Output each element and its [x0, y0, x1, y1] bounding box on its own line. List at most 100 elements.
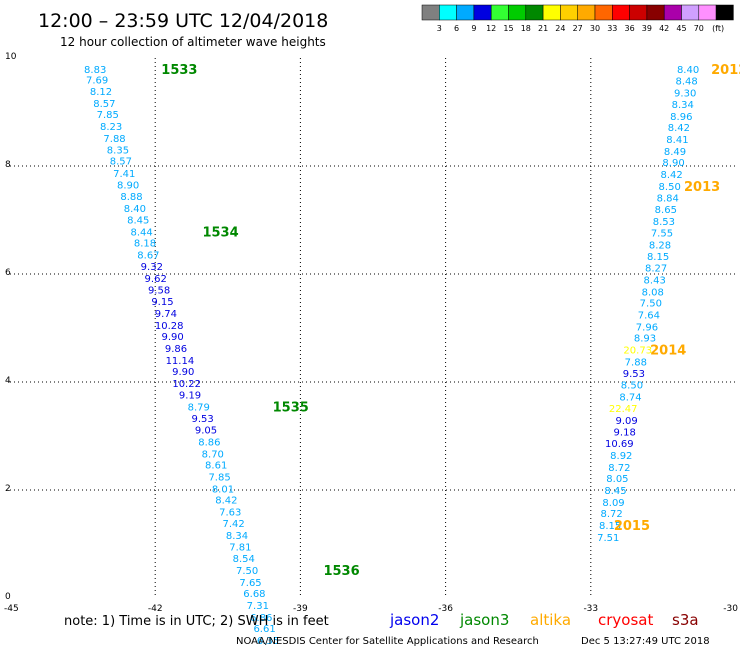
swh-value: 9.30: [674, 89, 696, 100]
x-tick-label: -45: [4, 604, 19, 614]
swh-value: 7.50: [640, 299, 662, 310]
color-scale-label: 6: [454, 24, 459, 33]
color-swatch: [525, 4, 544, 21]
color-swatch: [663, 4, 682, 21]
swh-value: 8.72: [608, 463, 630, 474]
swh-value: 7.63: [219, 508, 241, 519]
color-scale-label: 30: [590, 24, 600, 33]
swh-value: 10.69: [605, 439, 634, 450]
swh-value: 9.90: [161, 332, 183, 343]
color-swatch: [698, 4, 717, 21]
satellite-legend-item: jason2: [389, 611, 439, 629]
swh-value: 8.34: [672, 100, 694, 111]
color-swatch: [629, 4, 648, 21]
swh-value: 8.50: [659, 182, 681, 193]
color-swatch: [508, 4, 527, 21]
swh-value: 8.49: [664, 147, 686, 158]
color-swatch: [473, 4, 492, 21]
color-swatch: [594, 4, 613, 21]
swh-value: 8.15: [647, 252, 669, 263]
x-tick-label: -30: [723, 604, 738, 614]
satellite-legend-item: s3a: [672, 611, 699, 629]
pass-label: 2013: [684, 180, 720, 195]
swh-value: 22.47: [609, 404, 638, 415]
swh-value: 8.74: [619, 393, 641, 404]
swh-value: 7.85: [97, 110, 119, 121]
swh-value: 7.50: [236, 566, 258, 577]
color-scale-label: 33: [607, 24, 617, 33]
color-scale-label: 15: [503, 24, 513, 33]
color-swatch: [681, 4, 700, 21]
swh-value: 7.88: [103, 134, 125, 145]
satellite-legend-item: cryosat: [598, 611, 653, 629]
color-swatch: [439, 4, 457, 21]
swh-value: 9.05: [195, 426, 217, 437]
swh-value: 8.18: [134, 239, 156, 250]
color-swatch: [715, 4, 734, 21]
swh-value: 8.57: [110, 157, 132, 168]
color-scale-label: 27: [573, 24, 583, 33]
swh-value: 8.42: [668, 123, 690, 134]
swh-value: 9.62: [145, 274, 167, 285]
swh-value: 10.28: [155, 321, 184, 332]
swh-value: 9.09: [615, 416, 637, 427]
swh-value: 8.53: [653, 217, 675, 228]
swh-value: 8.08: [642, 287, 664, 298]
swh-value: 8.83: [84, 65, 106, 76]
swh-value: 8.54: [233, 554, 255, 565]
swh-value: 8.93: [634, 334, 656, 345]
color-scale-bar: [421, 4, 734, 21]
satellite-legend-item: jason3: [459, 611, 509, 629]
swh-value: 8.79: [188, 402, 210, 413]
x-tick-label: -36: [438, 604, 453, 614]
swh-value: 8.96: [670, 112, 692, 123]
swh-value: 8.40: [677, 65, 699, 76]
color-swatch: [456, 4, 475, 21]
swh-value: 6.86: [250, 613, 272, 624]
color-swatch: [612, 4, 630, 21]
swh-value: 8.43: [644, 275, 666, 286]
color-swatch: [490, 4, 509, 21]
chart-subtitle: 12 hour collection of altimeter wave hei…: [60, 35, 326, 49]
color-scale-label: 9: [471, 24, 476, 33]
y-tick-label: 4: [5, 376, 11, 386]
swh-value: 7.55: [651, 228, 673, 239]
units-note: note: 1) Time is in UTC; 2) SWH is in fe…: [64, 614, 329, 629]
swh-value: 8.42: [215, 496, 237, 507]
swh-value: 8.72: [600, 509, 622, 520]
pass-label: 1535: [273, 400, 309, 415]
swh-value: 11.14: [166, 356, 195, 367]
swh-value: 8.01: [212, 484, 234, 495]
swh-value: 9.15: [151, 297, 173, 308]
x-tick-label: -39: [293, 604, 308, 614]
swh-value: 9.86: [165, 344, 187, 355]
swh-value: 8.90: [117, 180, 139, 191]
color-scale-labels: 3 6 9 12 15 18 21 24 27 30 33 36 39 42 45 70 (ft): [437, 24, 724, 33]
color-scale-label: 3: [437, 24, 442, 33]
swh-value: 9.32: [141, 262, 163, 273]
color-scale-label: 18: [521, 24, 531, 33]
swh-value: 7.42: [222, 519, 244, 530]
color-scale-label: 21: [538, 24, 548, 33]
swh-value: 8.88: [120, 192, 142, 203]
timestamp-text: Dec 5 13:27:49 UTC 2018: [581, 636, 710, 647]
swh-value: 8.92: [610, 451, 632, 462]
x-tick-label: -33: [583, 604, 598, 614]
swh-value: 9.74: [155, 309, 177, 320]
swh-value: 8.48: [675, 77, 697, 88]
swh-value: 8.27: [645, 264, 667, 275]
swh-value: 8.61: [205, 461, 227, 472]
swh-value: 9.18: [614, 428, 636, 439]
swh-value: 6.35: [257, 636, 279, 647]
swh-value: 8.84: [657, 193, 679, 204]
color-scale-label: 24: [555, 24, 565, 33]
swh-value: 8.35: [107, 145, 129, 156]
swh-value: 8.42: [660, 170, 682, 181]
swh-value: 10.22: [172, 379, 201, 390]
swh-value: 8.28: [649, 240, 671, 251]
swh-value: 6.61: [253, 624, 275, 635]
swh-value: 7.41: [113, 169, 135, 180]
